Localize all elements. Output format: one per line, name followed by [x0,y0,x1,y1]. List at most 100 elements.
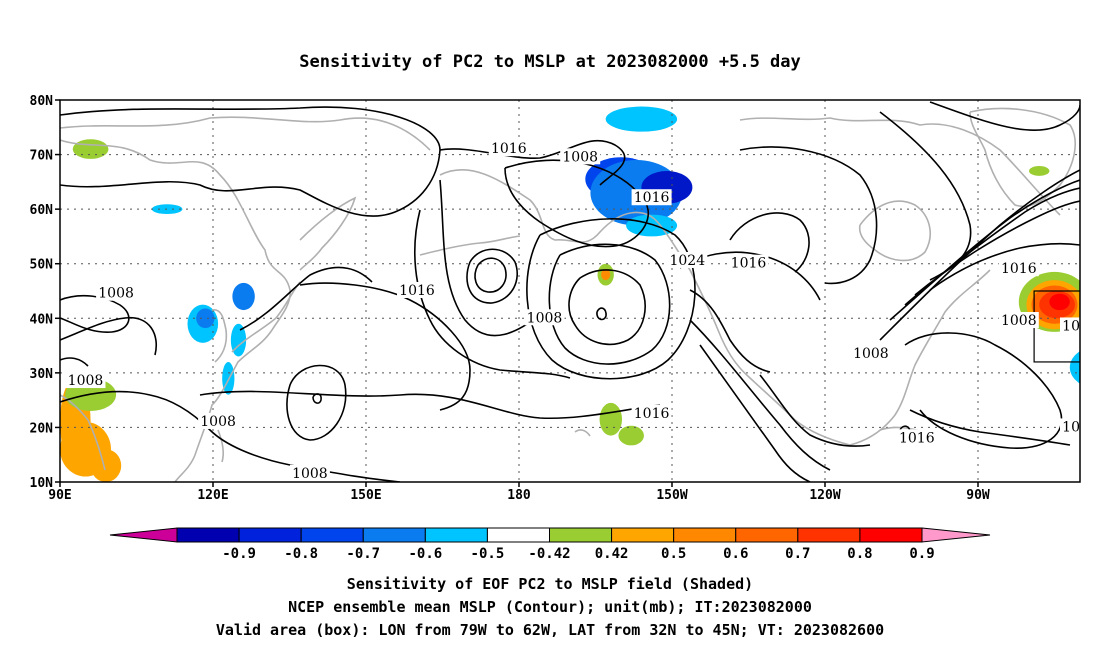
colorbar-segment-3 [362,527,426,543]
colorbar-label-6: 0.42 [595,546,629,562]
colorbar-segment-0 [176,527,240,543]
coastline-greenland [969,107,1076,207]
contour-label-6: 1008 [1001,313,1037,329]
colorbar-segment-11 [859,527,923,543]
contour-label-bg-0 [488,140,529,157]
contour-gradient-2 [889,179,1080,321]
contour-west-pacific-1016 [299,282,471,411]
shaded-region-7 [232,282,255,311]
coastline-canada-arctic [739,117,1061,216]
coastline-philippines [217,429,225,463]
contour-gulf-1016 [759,374,871,447]
tick-label-50N: 50N [30,258,54,273]
colorbar-segment-10 [797,527,861,543]
mslp-contours [60,101,1080,482]
shaded-region-31 [90,449,122,482]
tick-label-150W: 150W [656,488,687,503]
contour-high-inner [568,269,646,346]
contour-label-bg-13 [289,464,330,481]
colorbar-label-1: -0.8 [284,546,318,562]
coastline-aleutians [419,235,521,256]
colorbar-label-4: -0.5 [471,546,505,562]
map-layer: 1016 1008 1016 1024 1016 1016 1008 1016 1016 1008… [60,100,1098,482]
contour-label-bg-9 [524,309,565,326]
contour-label-bg-5 [998,260,1039,277]
coastline-japan [231,281,301,353]
contour-label-8: 1016 [399,283,435,299]
contour-west-pacific-1008 [239,266,373,331]
contour-label-bg-4 [728,254,769,271]
colorbar-segment-7 [611,527,675,543]
contour-high-outer-1 [526,218,696,380]
coastline-kamchatka [299,196,357,271]
coastline-north-america-west [689,269,851,446]
tick-label-150E: 150E [350,488,381,503]
contour-na-1016-north [739,146,878,285]
contour-label-7: 1016 [1062,318,1098,334]
contour-label-1: 1008 [562,149,598,165]
contour-na-canada [729,212,810,273]
tick-label-90W: 90W [966,488,990,503]
contour-na-1008 [689,289,771,373]
colorbar-label-11: 0.9 [909,546,934,562]
shaded-region-20 [1049,293,1070,311]
contour-label-bg-14 [631,404,672,421]
contour-label-5: 1016 [1001,261,1037,277]
shaded-region-13 [601,269,611,281]
contour-east-pacific [689,319,831,471]
contour-label-bg-8 [397,282,437,298]
tick-label-60N: 60N [30,203,54,218]
contour-greenland-2 [929,101,1080,132]
contour-north-pacific-1 [439,179,541,337]
contour-caribbean-1008 [909,409,1071,446]
colorbar-segment-6 [549,527,613,543]
colorbar-label-3: -0.6 [408,546,442,562]
shaded-region-4 [605,106,678,132]
contour-east-pacific-2 [699,344,811,482]
contour-aleutian-low [504,159,649,248]
contour-label-bg-17 [1060,418,1080,435]
contour-atlantic-high [904,332,1063,449]
contour-high-core [596,307,607,321]
contour-label-bg-16 [896,429,937,446]
tick-label-30N: 30N [30,367,54,382]
colorbar-label-5: -0.42 [528,546,570,562]
tick-label-120E: 120E [197,488,228,503]
contour-label-11: 1008 [68,373,104,389]
shaded-region-3 [626,214,678,237]
map-frame [59,99,1081,483]
colorbar-segment-5 [486,527,550,543]
coastline-korea [211,309,228,363]
tick-label-90E: 90E [48,488,71,503]
shaded-region-14 [599,402,623,436]
contour-label-bg-7 [1060,317,1080,334]
contour-asia-low [60,294,130,333]
contour-label-10: 1008 [98,286,134,302]
contour-label-12: 1008 [200,414,236,430]
contour-se-asia-small [60,357,89,367]
contour-greenland-1 [879,111,972,281]
contour-label-bg-10 [96,284,137,301]
contour-label-4: 1016 [731,256,767,272]
colorbar-label-2: -0.7 [346,546,380,562]
colorbar-low-arrow [109,527,178,543]
contour-label-2: 1016 [634,190,670,206]
tick-label-10N: 10N [30,476,54,491]
contour-tropical-1016 [199,390,661,420]
tick-label-180: 180 [507,488,531,503]
contour-label-0: 1016 [491,141,527,157]
contour-label-9: 1008 [527,310,563,326]
contour-label-3: 1024 [669,253,705,269]
shaded-region-9 [196,308,215,329]
contour-label-bg-1 [560,148,601,165]
contour-small-low-rings [466,248,518,304]
colorbar-segment-2 [300,527,364,543]
colorbar-label-0: -0.9 [222,546,256,562]
shaded-region-15 [618,425,644,446]
tick-label-20N: 20N [30,421,54,436]
contour-asia-1008 [60,317,157,356]
contour-label-bg-6 [998,312,1039,329]
contour-small-low-ring-2 [474,257,507,293]
coastline-india [60,394,106,471]
